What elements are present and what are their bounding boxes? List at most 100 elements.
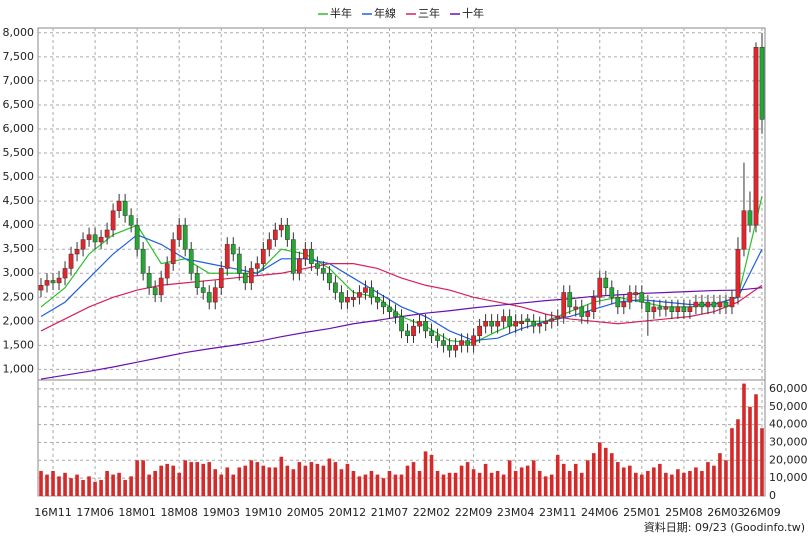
volume-bar <box>261 465 266 496</box>
volume-bar <box>477 472 482 496</box>
candle-body <box>435 335 440 341</box>
x-tick-label: 26M09 <box>743 506 781 519</box>
source-note: 資料日期: 09/23 (Goodinfo.tw) <box>644 520 805 534</box>
volume-bar <box>525 465 530 496</box>
volume-bar <box>453 472 458 496</box>
volume-bar <box>670 474 674 496</box>
candle-body <box>585 311 591 317</box>
volume-bar <box>237 467 242 496</box>
candle-body <box>315 263 320 269</box>
y-tick-label: 4,000 <box>3 218 35 231</box>
volume-bar <box>135 460 139 496</box>
candle-body <box>381 301 386 308</box>
candle-body <box>218 268 224 288</box>
volume-bar <box>609 453 614 496</box>
candle-body <box>170 239 176 264</box>
candle-body <box>333 282 338 293</box>
volume-bar <box>405 465 410 496</box>
candle-body <box>441 340 446 346</box>
volume-bar <box>742 383 746 496</box>
candle-body <box>182 224 188 250</box>
candle-body <box>651 306 657 312</box>
candle-body <box>429 330 434 337</box>
candle-body <box>753 46 759 226</box>
volume-bar <box>694 467 698 496</box>
volume-bar <box>634 472 638 496</box>
volume-bar <box>375 474 380 496</box>
candle-body <box>717 301 723 308</box>
volume-bar <box>141 460 145 496</box>
volume-bar <box>682 472 686 496</box>
candle-body <box>375 297 380 303</box>
volume-bar <box>99 479 103 496</box>
volume-bar <box>93 481 97 496</box>
volume-bar <box>45 474 49 496</box>
candle-body <box>741 210 747 250</box>
candle-body <box>152 287 158 296</box>
candle-body <box>266 239 272 250</box>
volume-bar <box>219 474 224 496</box>
volume-bar <box>201 463 206 496</box>
volume-bar <box>327 458 332 496</box>
candle-body <box>309 248 314 264</box>
volume-bar <box>483 463 488 496</box>
candle-body <box>188 248 194 274</box>
candle-body <box>68 253 74 269</box>
volume-bar <box>724 460 728 496</box>
candle-body <box>303 248 308 260</box>
candle-body <box>633 292 639 296</box>
candle-body <box>747 210 753 226</box>
y-tick-label: 1,500 <box>3 338 35 351</box>
candle-body <box>357 292 362 298</box>
candle-body <box>80 239 86 250</box>
x-tick-label: 22M02 <box>413 506 451 519</box>
x-tick-label: 25M08 <box>665 506 703 519</box>
candle-body <box>369 287 374 298</box>
volume-bar <box>39 471 43 496</box>
x-tick-label: 23M04 <box>497 506 535 519</box>
volume-bar <box>459 465 464 496</box>
y-tick-label: 8,000 <box>3 26 35 39</box>
candle-body <box>134 224 140 250</box>
volume-bar <box>543 476 548 496</box>
candle-body <box>158 277 164 296</box>
volume-bar <box>81 479 85 496</box>
volume-bar <box>435 471 440 496</box>
volume-bar <box>207 462 212 496</box>
candle-body <box>687 306 693 312</box>
volume-bar <box>117 472 121 496</box>
candle-body <box>212 287 218 303</box>
candle-body <box>609 287 615 298</box>
volume-bar <box>700 471 704 496</box>
volume-bar <box>622 467 626 496</box>
candle-body <box>399 316 404 332</box>
x-tick-label: 20M12 <box>329 506 367 519</box>
candle-body <box>735 248 741 298</box>
candle-body <box>363 287 368 293</box>
candle-body <box>621 301 627 308</box>
y2-tick-label: 0 <box>769 489 776 502</box>
volume-bar <box>69 478 73 496</box>
candle-body <box>645 301 651 312</box>
volume-bar <box>579 472 584 496</box>
x-tick-label: 25M01 <box>623 506 661 519</box>
volume-bar <box>519 467 524 496</box>
plot-frame <box>37 27 766 497</box>
candle-body <box>465 340 470 346</box>
volume-bar <box>147 474 151 496</box>
candle-body <box>248 268 254 284</box>
candle-body <box>513 321 519 327</box>
candle-body <box>471 335 476 346</box>
volume-bar <box>303 465 308 496</box>
candle-body <box>669 306 675 312</box>
candle-body <box>86 234 92 240</box>
candle-body <box>447 345 452 351</box>
candle-body <box>423 321 428 332</box>
volume-bar <box>333 462 338 496</box>
volume-bar <box>105 471 109 496</box>
volume-bar <box>243 465 248 496</box>
y-tick-label: 1,000 <box>3 362 35 375</box>
volume-bar <box>561 463 566 496</box>
candle-body <box>98 236 104 243</box>
